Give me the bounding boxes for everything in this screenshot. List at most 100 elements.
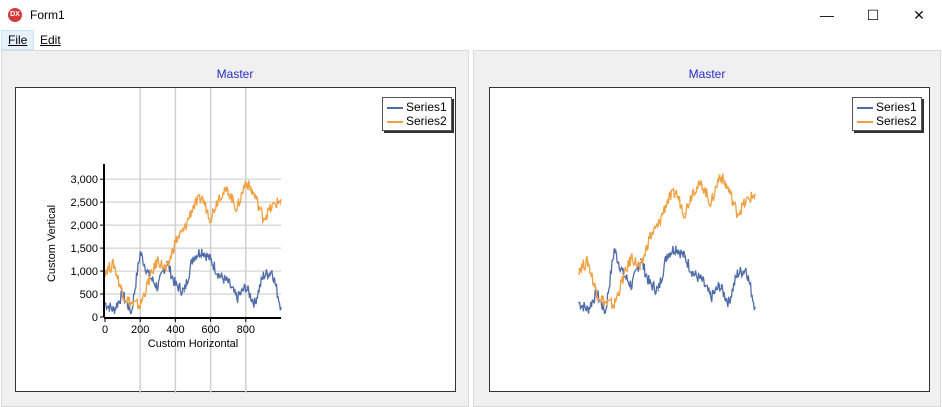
menu-edit[interactable]: Edit	[40, 33, 61, 47]
data-point-series1	[736, 272, 739, 275]
x-tick-label: 200	[131, 324, 149, 336]
data-point-series1	[604, 311, 607, 313]
legend-item-series1: Series1	[857, 100, 917, 114]
data-point-series2	[701, 183, 703, 186]
menu-file[interactable]: File	[1, 30, 35, 50]
data-point-series2	[683, 212, 686, 215]
data-point-series2	[648, 236, 651, 239]
series2-swatch	[857, 120, 873, 123]
data-point-series2	[736, 212, 739, 215]
data-point-series1	[183, 290, 185, 293]
plot-area[interactable]: 0 200 400 600 800 0 500 1,000 1,500 2,000 2,500 3,0…	[15, 87, 456, 393]
window-title: Form1	[30, 8, 65, 22]
data-point-series1	[587, 308, 589, 311]
data-point-series1	[657, 289, 659, 292]
data-point-series2	[666, 200, 668, 203]
x-tick-label: 0	[102, 324, 108, 336]
data-point-series2	[209, 217, 212, 220]
data-point-series2	[692, 188, 695, 191]
data-point-series1	[613, 248, 615, 251]
data-point-series1	[692, 272, 695, 275]
data-point-series2	[262, 217, 265, 220]
data-point-series1	[227, 281, 229, 284]
data-point-series1	[271, 270, 273, 272]
data-point-series1	[245, 286, 247, 288]
data-point-series2	[631, 256, 633, 258]
series1-swatch	[387, 106, 403, 109]
data-point-series2	[657, 224, 659, 227]
data-point-series2	[113, 263, 115, 265]
series-line-series1	[578, 245, 756, 315]
chart-right-svg	[578, 173, 756, 315]
series2-swatch	[387, 120, 403, 123]
data-point-series1	[710, 296, 712, 299]
data-point-series1	[701, 280, 703, 282]
data-point-series2	[271, 205, 273, 208]
close-button[interactable]: ✕	[913, 7, 925, 23]
app-icon: DX	[8, 8, 22, 22]
x-tick-label: 600	[201, 324, 219, 336]
right-chart-panel: Master Series1 Series2	[473, 50, 941, 407]
menu-bar: File Edit	[0, 30, 942, 50]
data-point-series2	[727, 188, 730, 191]
data-point-series2	[139, 304, 141, 307]
data-point-series2	[253, 194, 256, 197]
y-tick-label: 2,000	[70, 220, 98, 232]
series1-swatch	[857, 106, 873, 109]
data-point-series1	[130, 311, 133, 314]
data-point-series2	[157, 258, 159, 261]
data-point-series2	[745, 200, 747, 203]
chart-legend: Series1 Series2	[852, 97, 922, 131]
data-point-series1	[648, 282, 651, 285]
y-tick-label: 0	[92, 312, 98, 324]
data-point-series1	[253, 302, 256, 305]
series-line-series2	[104, 180, 282, 310]
data-point-series2	[578, 268, 580, 270]
y-tick-label: 1,000	[70, 266, 98, 278]
data-point-series2	[245, 180, 247, 183]
data-point-series1	[578, 301, 580, 304]
y-axis-label: Custom Vertical	[46, 205, 58, 282]
data-point-series2	[165, 270, 168, 272]
x-axis-label: Custom Horizontal	[148, 338, 238, 350]
y-tick-label: 2,500	[70, 197, 98, 209]
minimize-button[interactable]: —	[820, 7, 834, 23]
data-point-series2	[639, 268, 642, 270]
plot-area[interactable]	[489, 87, 930, 392]
series-line-series2	[578, 173, 756, 310]
data-point-series2	[201, 196, 203, 199]
data-point-series2	[604, 301, 607, 304]
chart-left-svg: 0 200 400 600 800 0 500 1,000 1,500 2,000 2,500 3,0…	[46, 88, 282, 393]
chart-legend: Series1 Series2	[382, 97, 452, 131]
left-chart-panel: Master 0 200 400 600 800 0 500 1,000 1,500 2,000 2…	[1, 50, 469, 407]
maximize-button[interactable]: ☐	[866, 7, 880, 23]
data-point-series2	[675, 191, 677, 193]
data-point-series2	[218, 194, 221, 197]
chart-title: Master	[688, 67, 726, 81]
data-point-series1	[727, 301, 730, 304]
data-point-series2	[192, 205, 194, 208]
chart-title: Master	[216, 67, 254, 81]
data-point-series2	[148, 279, 150, 282]
data-point-series2	[613, 304, 615, 306]
data-point-series1	[754, 306, 756, 309]
data-point-series1	[683, 256, 686, 258]
data-point-series2	[280, 199, 282, 201]
title-bar[interactable]: DX Form1 — ☐ ✕	[0, 0, 942, 30]
data-point-series1	[192, 256, 194, 259]
y-tick-label: 3,000	[70, 174, 98, 186]
legend-item-series2: Series2	[387, 114, 447, 128]
data-point-series2	[130, 302, 133, 305]
data-point-series2	[236, 208, 238, 210]
data-point-series2	[174, 240, 177, 243]
data-point-series1	[157, 286, 159, 288]
data-point-series2	[754, 193, 756, 196]
data-point-series2	[622, 277, 624, 280]
data-point-series2	[595, 292, 598, 294]
x-tick-label: 800	[237, 324, 255, 336]
data-point-series1	[218, 274, 221, 277]
legend-item-series1: Series1	[387, 100, 447, 114]
series-line-series1	[104, 248, 282, 315]
data-point-series1	[631, 284, 633, 287]
data-point-series1	[745, 268, 747, 270]
